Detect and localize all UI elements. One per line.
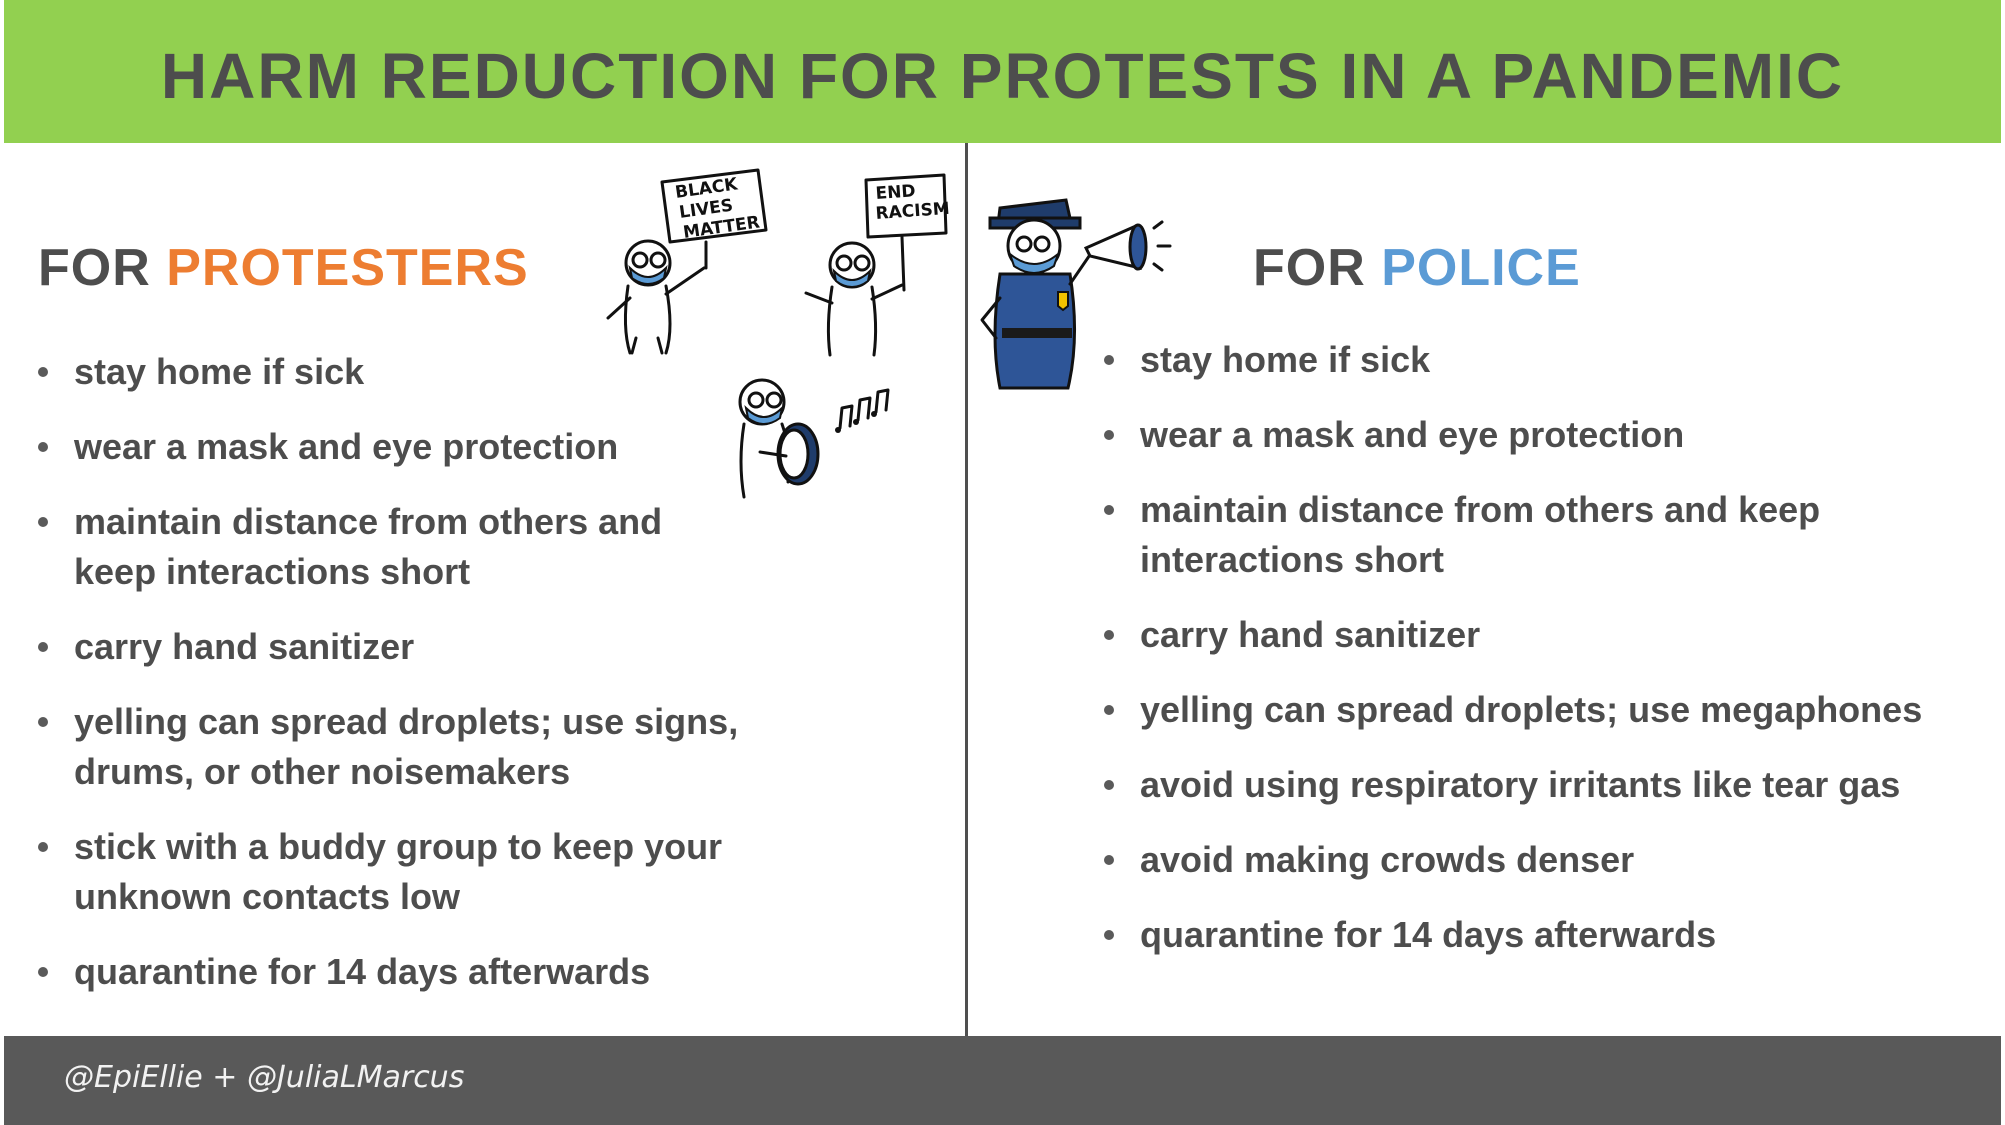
page-title: HARM REDUCTION FOR PROTESTS IN A PANDEMI…: [160, 40, 1845, 112]
list-item: stay home if sick: [1104, 335, 1984, 385]
list-item: wear a mask and eye protection: [38, 422, 838, 472]
list-item: avoid using respiratory irritants like t…: [1104, 760, 1984, 810]
list-item-text: stay home if sick: [74, 351, 365, 392]
protesters-heading-prefix: FOR: [38, 239, 167, 297]
bullet-icon: [1104, 355, 1114, 365]
bullet-icon: [38, 442, 48, 452]
footer-bar: @EpiEllie + @JuliaLMarcus: [4, 1036, 2001, 1125]
bullet-icon: [1104, 705, 1114, 715]
police-list: stay home if sick wear a mask and eye pr…: [1104, 335, 1984, 985]
list-item-text: wear a mask and eye protection: [1140, 414, 1685, 455]
protester-with-sign-icon: END RACISM: [804, 173, 950, 357]
music-notes-icon: [835, 388, 890, 433]
bullet-icon: [38, 367, 48, 377]
protesters-list: stay home if sick wear a mask and eye pr…: [38, 347, 838, 1022]
megaphone-icon: [1083, 220, 1172, 272]
list-item: stick with a buddy group to keep your un…: [38, 822, 874, 922]
list-item: carry hand sanitizer: [1104, 610, 1984, 660]
list-item-text: quarantine for 14 days afterwards: [74, 951, 651, 992]
list-item-text: wear a mask and eye protection: [74, 426, 619, 467]
police-officer-icon: [980, 198, 1172, 390]
bullet-icon: [1104, 855, 1114, 865]
bullet-icon: [38, 842, 48, 852]
list-item: quarantine for 14 days afterwards: [1104, 910, 1984, 960]
sign-text-line: RACISM: [875, 199, 950, 224]
drummer-icon: [738, 378, 890, 499]
bullet-icon: [38, 517, 48, 527]
column-divider: [965, 143, 968, 1036]
list-item: wear a mask and eye protection: [1104, 410, 1984, 460]
bullet-icon: [1104, 930, 1114, 940]
sign-text-line: END: [875, 181, 916, 204]
list-item-text: yelling can spread droplets; use megapho…: [1140, 689, 1923, 730]
list-item-text: stay home if sick: [1140, 339, 1431, 380]
bullet-icon: [38, 717, 48, 727]
bullet-icon: [1104, 505, 1114, 515]
list-item-text: carry hand sanitizer: [74, 626, 415, 667]
police-heading: FOR POLICE: [1253, 238, 1581, 298]
list-item: stay home if sick: [38, 347, 838, 397]
list-item: carry hand sanitizer: [38, 622, 838, 672]
list-item: maintain distance from others and keep i…: [38, 497, 754, 597]
list-item-text: quarantine for 14 days afterwards: [1140, 914, 1717, 955]
bullet-icon: [38, 642, 48, 652]
protesters-heading-accent: PROTESTERS: [166, 239, 529, 297]
list-item: quarantine for 14 days afterwards: [38, 947, 838, 997]
list-item: yelling can spread droplets; use signs, …: [38, 697, 844, 797]
list-item-text: yelling can spread droplets; use signs, …: [74, 701, 739, 792]
title-banner: HARM REDUCTION FOR PROTESTS IN A PANDEMI…: [4, 0, 2001, 143]
list-item-text: avoid using respiratory irritants like t…: [1140, 764, 1901, 805]
list-item: yelling can spread droplets; use megapho…: [1104, 685, 1984, 735]
list-item-text: maintain distance from others and keep i…: [1140, 489, 1821, 580]
bullet-icon: [38, 967, 48, 977]
list-item: avoid making crowds denser: [1104, 835, 1984, 885]
bullet-icon: [1104, 780, 1114, 790]
list-item-text: carry hand sanitizer: [1140, 614, 1481, 655]
police-heading-prefix: FOR: [1253, 239, 1382, 297]
list-item: maintain distance from others and keep i…: [1104, 485, 1984, 585]
list-item-text: stick with a buddy group to keep your un…: [74, 826, 723, 917]
list-item-text: maintain distance from others and keep i…: [74, 501, 663, 592]
list-item-text: avoid making crowds denser: [1140, 839, 1635, 880]
protester-with-sign-icon: BLACK LIVES MATTER: [606, 168, 768, 355]
bullet-icon: [1104, 630, 1114, 640]
protesters-heading: FOR PROTESTERS: [38, 238, 529, 298]
bullet-icon: [1104, 430, 1114, 440]
footer-credits: @EpiEllie + @JuliaLMarcus: [64, 1060, 465, 1095]
police-heading-accent: POLICE: [1381, 239, 1581, 297]
